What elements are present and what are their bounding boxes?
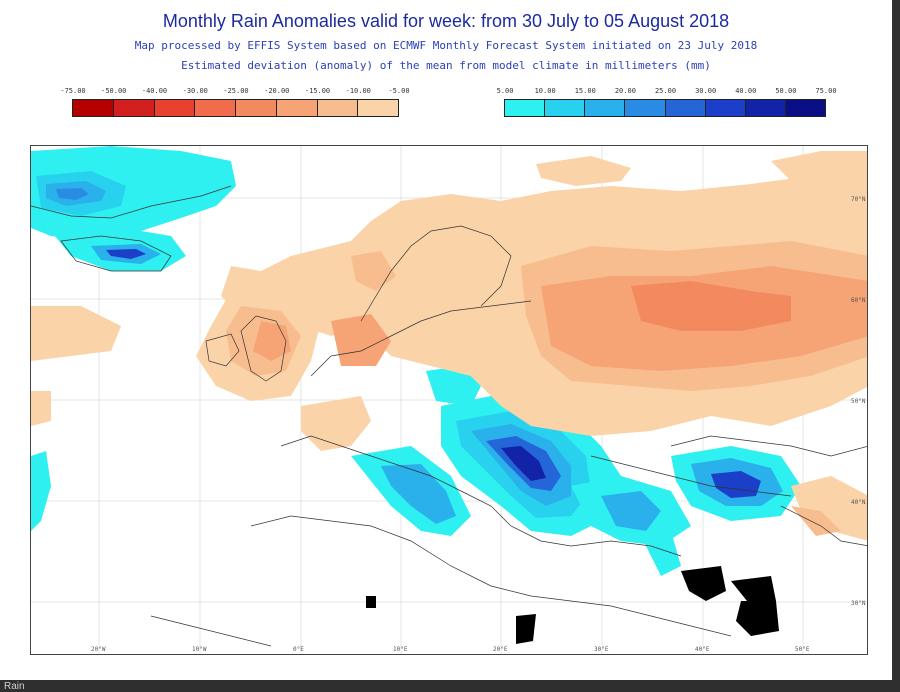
legend-swatch xyxy=(194,99,236,117)
legend-swatch xyxy=(153,99,196,117)
legend-tick-label: 25.00 xyxy=(654,87,677,95)
legend-positive: 5.00 10.00 15.00 20.00 25.00 30.00 40.00 50.00 7… xyxy=(497,87,837,119)
legend-tick-label: 40.00 xyxy=(735,87,757,95)
anomaly-map: 70°N 60°N 50°N 40°N 30°N 20°W 10°W 0°E 1… xyxy=(30,145,868,655)
legend-swatch xyxy=(784,99,826,117)
legend-tick-label: 30.00 xyxy=(695,87,717,95)
legend-positive-labels: 5.00 10.00 15.00 20.00 25.00 30.00 40.00 50.00 7… xyxy=(497,87,837,97)
lat-label-50: 50°N xyxy=(851,398,866,405)
bottom-caption: Rain xyxy=(4,681,25,692)
no-data-patches xyxy=(366,566,779,644)
lat-label-70: 70°N xyxy=(851,196,866,203)
legend-tick-label: -10.00 xyxy=(345,87,371,95)
legend-negative-colorbar xyxy=(72,99,399,117)
map-subtitle-source: Map processed by EFFIS System based on E… xyxy=(134,39,758,52)
legend-swatch xyxy=(624,99,666,117)
lat-label-30: 30°N xyxy=(851,600,866,607)
lon-label-20w: 20°W xyxy=(91,646,106,653)
lat-label-60: 60°N xyxy=(851,297,866,304)
negative-anomaly-areas xyxy=(31,151,867,541)
legend-swatch xyxy=(544,99,586,117)
legend-tick-label: 10.00 xyxy=(534,87,556,95)
positive-anomaly-areas xyxy=(31,146,801,576)
longitude-labels: 20°W 10°W 0°E 10°E 20°E 30°E 40°E 50°E xyxy=(91,646,810,653)
legend-tick-label: -25.00 xyxy=(223,87,249,95)
lon-label-40e: 40°E xyxy=(695,646,710,653)
coastlines xyxy=(31,185,867,647)
legend-swatch xyxy=(704,99,746,117)
map-frame: Monthly Rain Anomalies valid for week: f… xyxy=(0,0,892,680)
legend-tick-label: 5.00 xyxy=(496,87,514,95)
lon-label-20e: 20°E xyxy=(493,646,508,653)
map-subtitle-units: Estimated deviation (anomaly) of the mea… xyxy=(181,59,711,72)
legend-swatch xyxy=(357,99,399,117)
legend-swatch xyxy=(72,99,114,117)
legend-tick-label: -50.00 xyxy=(101,87,127,95)
lon-label-30e: 30°E xyxy=(594,646,609,653)
lon-label-0e: 0°E xyxy=(293,646,304,653)
legend-swatch xyxy=(664,99,706,117)
legend-swatch xyxy=(744,99,786,117)
anomaly-map-svg: 70°N 60°N 50°N 40°N 30°N 20°W 10°W 0°E 1… xyxy=(31,146,867,654)
legend-tick-label: 50.00 xyxy=(775,87,797,95)
legend-negative-labels: -75.00 -50.00 -40.00 -30.00 -25.00 -20.00 -15.… xyxy=(60,87,409,97)
legend-tick-label: -5.00 xyxy=(388,87,410,95)
legend-tick-label: 15.00 xyxy=(574,87,596,95)
legend-tick-label: -30.00 xyxy=(182,87,208,95)
legend-tick-label: -20.00 xyxy=(264,87,290,95)
lon-label-50e: 50°E xyxy=(795,646,810,653)
legend-tick-label: 75.00 xyxy=(815,87,837,95)
legend-positive-colorbar xyxy=(504,99,826,117)
legend-tick-label: -75.00 xyxy=(60,87,86,95)
lat-label-40: 40°N xyxy=(851,499,866,506)
map-title: Monthly Rain Anomalies valid for week: f… xyxy=(162,11,730,31)
legend-swatch xyxy=(235,99,277,117)
legend-swatch xyxy=(112,99,155,117)
legend-swatch xyxy=(275,99,318,117)
legend-tick-label: 20.00 xyxy=(614,87,636,95)
legend-negative: -75.00 -50.00 -40.00 -30.00 -25.00 -20.00 -15.… xyxy=(60,87,410,119)
legend-swatch xyxy=(504,99,546,117)
latitude-labels: 70°N 60°N 50°N 40°N 30°N xyxy=(851,196,866,607)
lon-label-10w: 10°W xyxy=(192,646,207,653)
legend-swatch xyxy=(584,99,626,117)
legend-tick-label: -40.00 xyxy=(141,87,168,95)
legend-swatch xyxy=(316,99,359,117)
legend-tick-label: -15.00 xyxy=(304,87,331,95)
lon-label-10e: 10°E xyxy=(393,646,408,653)
